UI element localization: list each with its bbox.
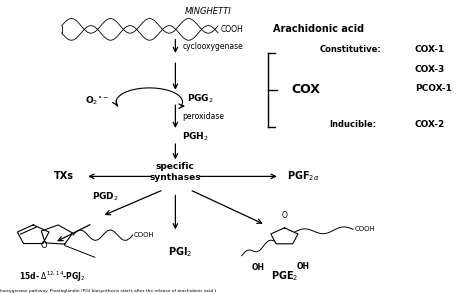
Text: COX-2: COX-2 xyxy=(415,121,445,129)
Text: O: O xyxy=(41,241,47,250)
Text: peroxidase: peroxidase xyxy=(182,112,225,121)
Text: looxygenase pathway. Prostaglandin (PG) biosynthesis starts after the release of: looxygenase pathway. Prostaglandin (PG) … xyxy=(0,288,216,293)
Text: 15d- $\Delta^{12,14}$-PGJ$_2$: 15d- $\Delta^{12,14}$-PGJ$_2$ xyxy=(19,269,85,283)
Text: PGI$_2$: PGI$_2$ xyxy=(168,245,192,259)
Text: Arachidonic acid: Arachidonic acid xyxy=(273,24,364,34)
Text: COOH: COOH xyxy=(355,226,375,232)
Text: PGH$_2$: PGH$_2$ xyxy=(182,131,210,143)
Text: Inducible:: Inducible: xyxy=(329,121,376,129)
Text: O$_2$$^{\bullet-}$: O$_2$$^{\bullet-}$ xyxy=(85,94,109,107)
Text: COX-3: COX-3 xyxy=(415,65,445,74)
Text: COX-1: COX-1 xyxy=(415,46,445,54)
Text: MINGHETTI: MINGHETTI xyxy=(185,7,232,16)
Text: specific
synthases: specific synthases xyxy=(150,162,201,182)
Text: O: O xyxy=(282,211,287,220)
Text: COOH: COOH xyxy=(220,25,243,34)
Text: PGF$_{2\alpha}$: PGF$_{2\alpha}$ xyxy=(287,170,319,183)
Text: PGD$_2$: PGD$_2$ xyxy=(91,190,118,203)
Text: PCOX-1: PCOX-1 xyxy=(415,84,452,93)
Text: PGE$_2$: PGE$_2$ xyxy=(271,270,298,283)
Text: COOH: COOH xyxy=(134,232,155,238)
Text: PGG$_2$: PGG$_2$ xyxy=(187,92,214,105)
Text: COX: COX xyxy=(292,83,320,96)
Text: cyclooxygenase: cyclooxygenase xyxy=(182,42,243,51)
Text: TXs: TXs xyxy=(54,171,73,181)
Text: Constitutive:: Constitutive: xyxy=(320,46,382,54)
Text: OH: OH xyxy=(297,262,310,271)
Text: OH: OH xyxy=(252,263,265,272)
